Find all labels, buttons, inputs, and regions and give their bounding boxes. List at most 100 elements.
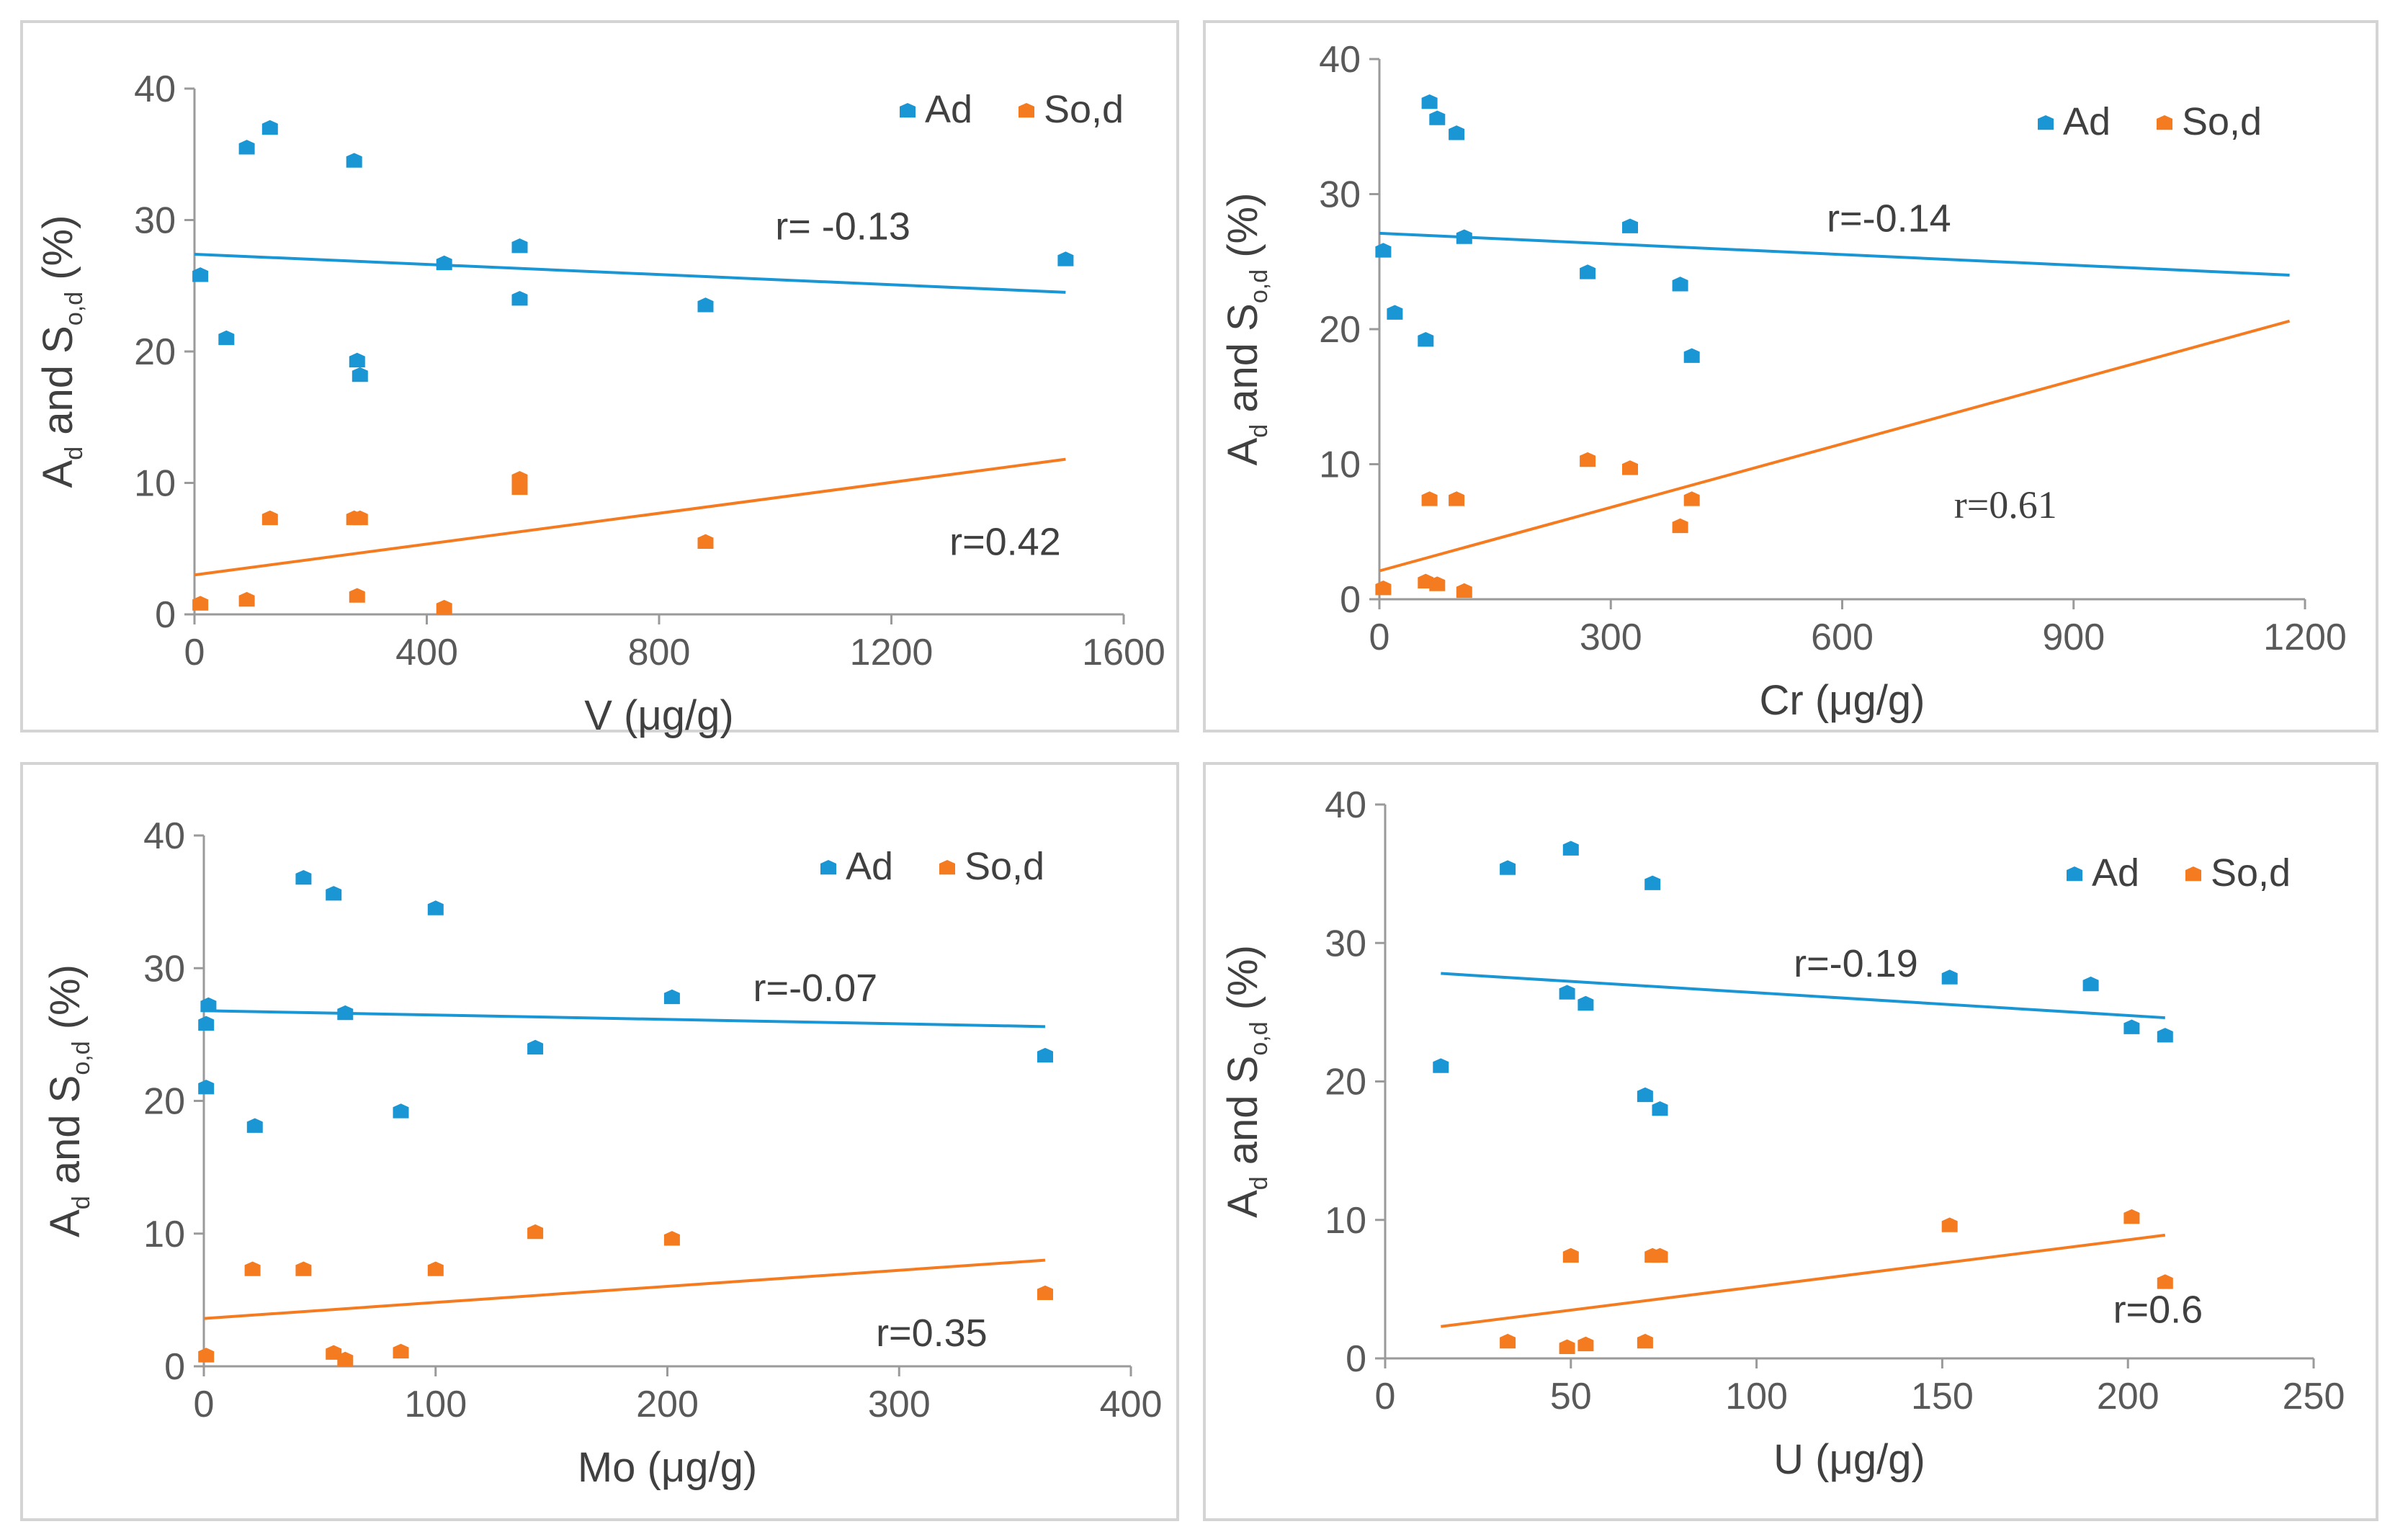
point-ad bbox=[198, 1016, 215, 1031]
point-ad bbox=[1421, 94, 1438, 109]
point-ad bbox=[1375, 243, 1392, 258]
legend-label-sod: So,d bbox=[2211, 851, 2291, 895]
correlation-label: r=-0.14 bbox=[1827, 197, 1951, 240]
y-tick-label: 30 bbox=[1319, 174, 1361, 216]
y-axis-title-part: and S bbox=[42, 1075, 89, 1196]
x-axis-title: V (μg/g) bbox=[584, 692, 733, 739]
point-sod bbox=[1500, 1333, 1516, 1349]
trendline-sod bbox=[1441, 1233, 2166, 1328]
y-tick-label: 40 bbox=[1325, 784, 1366, 826]
panel-border bbox=[20, 20, 1179, 732]
point-ad bbox=[2157, 1028, 2173, 1043]
trendline-sod bbox=[203, 1258, 1046, 1320]
y-tick-label: 40 bbox=[143, 815, 185, 857]
x-tick-label: 1200 bbox=[850, 632, 934, 673]
chart-panel-cr: 0 10 20 30 40 0 300 600 900 1200 Cr (μg/g) Ad and S… bbox=[1203, 20, 2378, 732]
y-axis-title-subscript: d bbox=[1245, 424, 1273, 438]
point-ad bbox=[200, 997, 217, 1013]
legend-label-sod: So,d bbox=[1044, 88, 1124, 131]
point-ad bbox=[346, 153, 362, 168]
point-ad bbox=[295, 870, 312, 885]
x-tick-label: 1200 bbox=[2263, 617, 2347, 658]
y-tick-label: 10 bbox=[1319, 444, 1361, 486]
y-axis-title: Ad and So,d (%) bbox=[35, 215, 88, 488]
legend-label-sod: So,d bbox=[964, 845, 1044, 888]
point-sod bbox=[1421, 491, 1438, 506]
point-ad bbox=[663, 989, 680, 1005]
point-sod bbox=[1559, 1339, 1575, 1354]
x-tick-label: 900 bbox=[2042, 617, 2105, 658]
point-sod bbox=[1580, 452, 1596, 467]
point-sod bbox=[192, 596, 209, 611]
x-tick-label: 1600 bbox=[1082, 632, 1165, 673]
trendline-ad bbox=[1379, 231, 2290, 277]
x-axis-title: U (μg/g) bbox=[1773, 1436, 1925, 1483]
point-sod bbox=[2157, 1274, 2173, 1289]
point-sod bbox=[1652, 1247, 1668, 1263]
point-sod bbox=[1456, 583, 1472, 599]
x-tick-label: 200 bbox=[2097, 1376, 2159, 1417]
correlation-label: r= -0.13 bbox=[775, 205, 910, 248]
correlation-label: r=0.61 bbox=[1954, 483, 2057, 526]
point-ad bbox=[427, 900, 444, 915]
point-ad bbox=[1941, 969, 1958, 985]
point-sod bbox=[1562, 1247, 1579, 1263]
point-ad bbox=[1456, 229, 1472, 244]
x-tick-label: 0 bbox=[1375, 1376, 1396, 1417]
legend-label-sod: So,d bbox=[2182, 100, 2262, 143]
point-sod bbox=[527, 1224, 544, 1240]
point-sod bbox=[1429, 576, 1446, 591]
x-tick-label: 100 bbox=[404, 1384, 467, 1425]
point-ad bbox=[1057, 251, 1074, 266]
x-tick-label: 300 bbox=[868, 1384, 931, 1425]
legend-marker-sod bbox=[1019, 103, 1034, 118]
y-tick-label: 40 bbox=[1319, 39, 1361, 81]
x-tick-label: 300 bbox=[1580, 617, 1642, 658]
point-sod bbox=[295, 1261, 312, 1276]
legend-label-ad: Ad bbox=[2063, 100, 2111, 143]
point-ad bbox=[349, 352, 365, 368]
point-ad bbox=[337, 1005, 354, 1021]
y-axis-title-part: A bbox=[1219, 437, 1266, 465]
point-sod bbox=[697, 534, 714, 549]
point-sod bbox=[1449, 491, 1465, 506]
x-axis-title: Cr (μg/g) bbox=[1760, 677, 1925, 724]
point-sod bbox=[349, 588, 365, 603]
point-ad bbox=[1580, 264, 1596, 279]
y-tick-label: 0 bbox=[155, 594, 176, 636]
point-ad bbox=[1637, 1087, 1653, 1103]
y-tick-label: 30 bbox=[134, 200, 176, 242]
y-axis-title-part: (%) bbox=[35, 215, 81, 292]
x-tick-label: 250 bbox=[2283, 1376, 2345, 1417]
y-axis-title: Ad and So,d (%) bbox=[42, 964, 95, 1237]
point-sod bbox=[1577, 1336, 1594, 1352]
y-axis-title-part: A bbox=[1219, 1190, 1266, 1218]
y-axis-title-subscript: o,d bbox=[1245, 269, 1273, 303]
panel-border bbox=[1203, 762, 2378, 1521]
y-axis-title-part: and S bbox=[1219, 1056, 1266, 1177]
legend-marker-sod bbox=[2185, 866, 2201, 882]
y-tick-label: 30 bbox=[1325, 923, 1366, 964]
y-tick-label: 30 bbox=[143, 948, 185, 990]
point-ad bbox=[1429, 110, 1446, 125]
point-sod bbox=[244, 1261, 261, 1276]
y-axis-title-subscript: o,d bbox=[1245, 1021, 1273, 1055]
point-ad bbox=[218, 330, 235, 346]
point-ad bbox=[393, 1103, 409, 1119]
legend-label-ad: Ad bbox=[2092, 851, 2139, 895]
correlation-label: r=0.35 bbox=[876, 1312, 988, 1355]
legend-marker-ad bbox=[900, 103, 916, 118]
legend-marker-sod bbox=[2157, 115, 2172, 130]
y-tick-label: 20 bbox=[143, 1081, 185, 1123]
x-tick-label: 0 bbox=[184, 632, 205, 673]
correlation-label: r=-0.19 bbox=[1794, 942, 1918, 985]
point-ad bbox=[326, 886, 342, 901]
point-sod bbox=[337, 1351, 354, 1367]
trendline-sod bbox=[194, 457, 1066, 577]
y-tick-label: 20 bbox=[134, 331, 176, 373]
y-axis-title-part: and S bbox=[35, 326, 81, 447]
y-axis-title-part: A bbox=[42, 1209, 89, 1237]
point-ad bbox=[246, 1118, 263, 1133]
